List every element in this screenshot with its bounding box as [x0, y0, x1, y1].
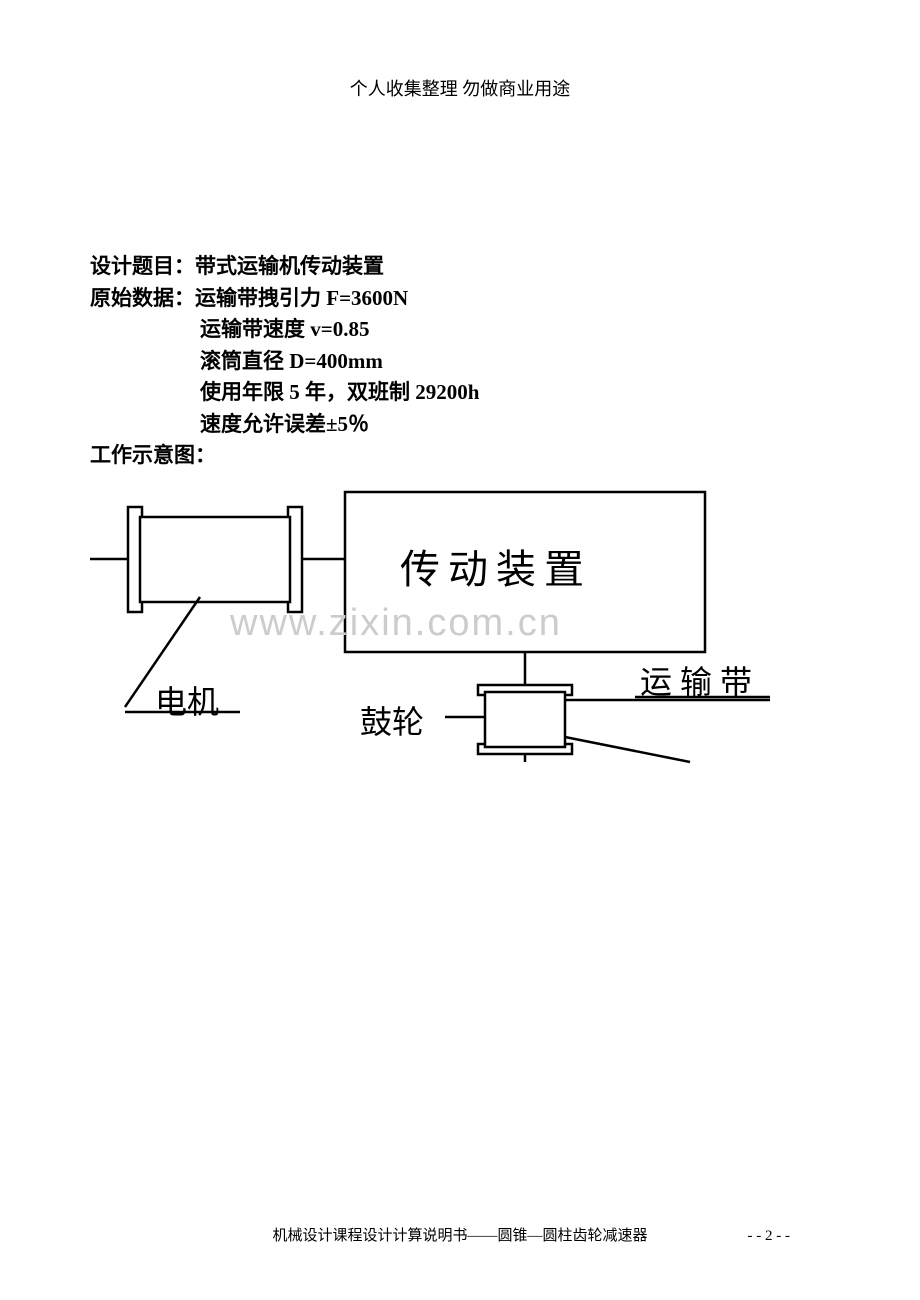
data-item-0: 运输带拽引力 F=3600N — [195, 286, 408, 310]
data-item-1: 运输带速度 v=0.85 — [90, 314, 830, 346]
transmission-label: 传动装置 — [400, 537, 592, 595]
data-label: 原始数据： — [90, 286, 195, 310]
schematic-label: 工作示意图： — [90, 440, 830, 472]
page-number: - - 2 - - — [748, 1228, 790, 1245]
title-value: 带式运输机传动装置 — [195, 254, 384, 278]
title-label: 设计题目： — [90, 254, 195, 278]
design-title-line: 设计题目：带式运输机传动装置 — [90, 251, 830, 283]
motor-label: 电机 — [155, 677, 219, 723]
data-item-3: 使用年限 5 年，双班制 29200h — [90, 377, 830, 409]
data-line-0: 原始数据：运输带拽引力 F=3600N — [90, 283, 830, 315]
main-content: 设计题目：带式运输机传动装置 原始数据：运输带拽引力 F=3600N 运输带速度… — [0, 101, 920, 852]
page-header: 个人收集整理 勿做商业用途 — [0, 0, 920, 101]
data-item-2: 滚筒直径 D=400mm — [90, 346, 830, 378]
schematic-diagram: 传动装置 www.zixin.com.cn 电机 鼓轮 运输带 — [90, 482, 770, 852]
drum-label: 鼓轮 — [360, 697, 424, 743]
data-item-4: 速度允许误差±5％ — [90, 409, 830, 441]
watermark-text: www.zixin.com.cn — [230, 602, 562, 645]
belt-label: 运输带 — [640, 657, 760, 703]
